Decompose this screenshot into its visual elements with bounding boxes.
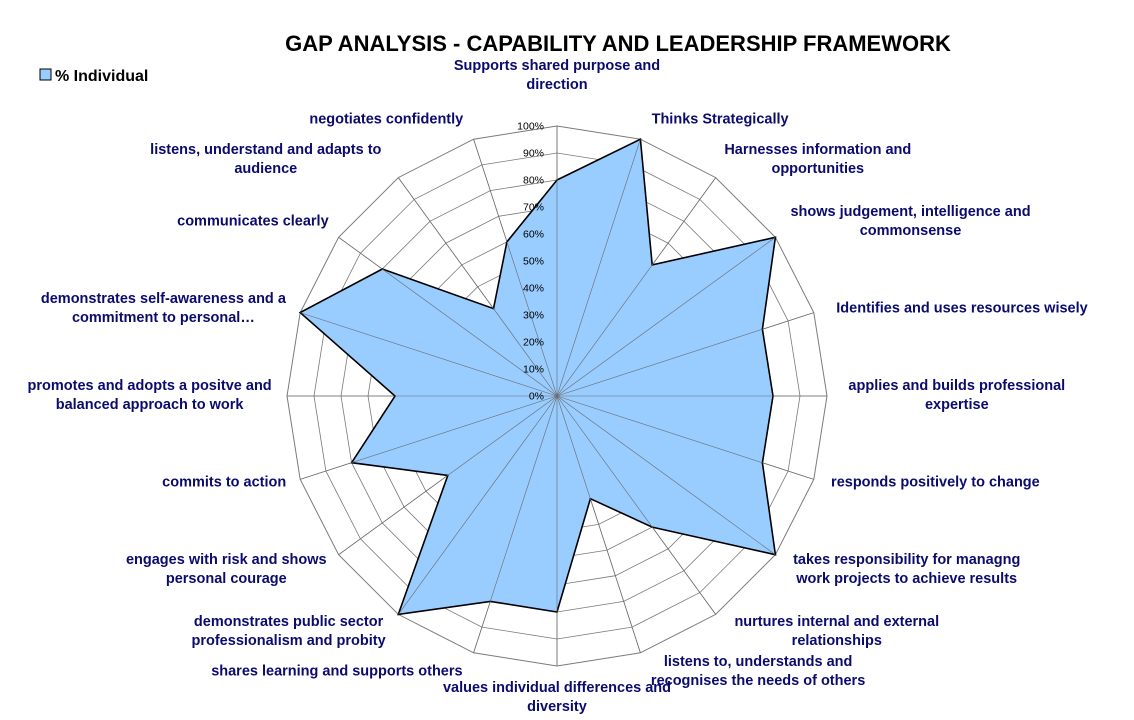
category-label-line: Thinks Strategically	[652, 111, 789, 127]
series-layer	[287, 126, 827, 666]
category-label-line: listens, understand and adapts to	[150, 142, 381, 158]
category-label-line: expertise	[925, 397, 989, 413]
category-label-line: demonstrates self-awareness and a	[41, 291, 287, 307]
tick-label: 100%	[517, 121, 544, 133]
spoke-overlay	[556, 312, 814, 397]
tick-label: 10%	[523, 364, 544, 376]
category-label: takes responsibility for managng work pro…	[793, 552, 1020, 587]
category-label: demonstrates public sector professionalis…	[192, 614, 386, 649]
spoke-overlay	[300, 312, 558, 397]
radial-tick-labels: 0% 10% 20% 30% 40% 50% 60% 70% 80% 90% 100%	[517, 121, 544, 403]
category-label-line: Supports shared purpose and	[454, 58, 660, 74]
legend-swatch	[39, 68, 52, 81]
tick-label: 60%	[523, 229, 544, 241]
category-label-line: commitment to personal…	[72, 310, 255, 326]
category-label: Identifies and uses resources wisely	[836, 300, 1087, 316]
tick-label: 0%	[529, 391, 544, 403]
spoke-overlay	[556, 139, 641, 397]
category-label-line: audience	[234, 161, 297, 177]
tick-label: 20%	[523, 337, 544, 349]
category-label-line: commonsense	[860, 223, 962, 239]
category-label: nurtures internal and external relationsh…	[734, 614, 939, 649]
category-label: applies and builds professional expertise	[848, 378, 1065, 413]
category-label-line: takes responsibility for managng	[793, 552, 1020, 568]
spoke-overlay	[556, 177, 716, 397]
category-label-line: relationships	[792, 633, 882, 649]
category-label: responds positively to change	[831, 475, 1040, 491]
category-label: values individual differences and diversi…	[443, 680, 671, 715]
spoke-overlay	[556, 395, 776, 555]
category-label-line: negotiates confidently	[309, 111, 463, 127]
category-label-line: diversity	[527, 699, 587, 715]
spoke-overlay	[556, 395, 641, 653]
category-label: demonstrates self-awareness and a commitm…	[41, 291, 287, 326]
chart-title: GAP ANALYSIS - CAPABILITY AND LEADERSHIP…	[285, 31, 951, 56]
tick-label: 50%	[523, 256, 544, 268]
category-label-line: recognises the needs of others	[651, 673, 865, 689]
category-label-line: Harnesses information and	[724, 142, 911, 158]
category-label-line: work projects to achieve results	[795, 571, 1017, 587]
category-label: communicates clearly	[177, 214, 329, 230]
category-label: shares learning and supports others	[211, 664, 462, 680]
spoke-overlay	[473, 395, 558, 653]
tick-label: 80%	[523, 175, 544, 187]
category-label: Supports shared purpose and direction	[454, 58, 660, 93]
category-label-line: professionalism and probity	[192, 633, 386, 649]
spoke-overlay	[473, 139, 558, 397]
category-label-line: engages with risk and shows	[126, 552, 327, 568]
category-label: listens to, understands and recognises th…	[651, 654, 865, 689]
category-label-line: direction	[526, 77, 587, 93]
category-label-line: applies and builds professional	[848, 378, 1065, 394]
category-label-line: promotes and adopts a positve and	[28, 378, 272, 394]
tick-label: 70%	[523, 202, 544, 214]
spoke-overlay	[398, 177, 558, 397]
category-label-line: shares learning and supports others	[211, 664, 462, 680]
spoke-overlay	[398, 395, 558, 615]
category-label-line: shows judgement, intelligence and	[790, 204, 1030, 220]
category-label: listens, understand and adapts to audienc…	[150, 142, 381, 177]
category-label-line: values individual differences and	[443, 680, 671, 696]
tick-label: 40%	[523, 283, 544, 295]
category-label: negotiates confidently	[309, 111, 463, 127]
category-label-line: nurtures internal and external	[734, 614, 939, 630]
category-label-line: balanced approach to work	[56, 397, 245, 413]
spoke-overlay	[338, 237, 558, 397]
tick-label: 90%	[523, 148, 544, 160]
category-label-line: responds positively to change	[831, 475, 1040, 491]
category-label-line: commits to action	[162, 475, 286, 491]
legend: % Individual	[39, 68, 148, 85]
spoke-overlay	[556, 395, 814, 480]
category-label-line: demonstrates public sector	[194, 614, 384, 630]
category-label: shows judgement, intelligence and commons…	[790, 204, 1030, 239]
category-label: engages with risk and shows personal cour…	[126, 552, 327, 587]
category-labels: Supports shared purpose and direction Thin…	[28, 58, 1088, 715]
category-label-line: communicates clearly	[177, 214, 329, 230]
category-label-line: Identifies and uses resources wisely	[836, 300, 1087, 316]
spoke-overlay	[556, 237, 776, 397]
spoke-overlay	[300, 395, 558, 480]
category-label-line: personal courage	[166, 571, 287, 587]
legend-label: % Individual	[55, 68, 148, 85]
category-label: promotes and adopts a positve and balance…	[28, 378, 272, 413]
spoke-overlay	[338, 395, 558, 555]
category-label: Thinks Strategically	[652, 111, 789, 127]
tick-label: 30%	[523, 310, 544, 322]
spoke-overlay	[556, 395, 716, 615]
category-label-line: listens to, understands and	[664, 654, 853, 670]
category-label: Harnesses information and opportunities	[724, 142, 911, 177]
category-label-line: opportunities	[771, 161, 864, 177]
category-label: commits to action	[162, 475, 286, 491]
